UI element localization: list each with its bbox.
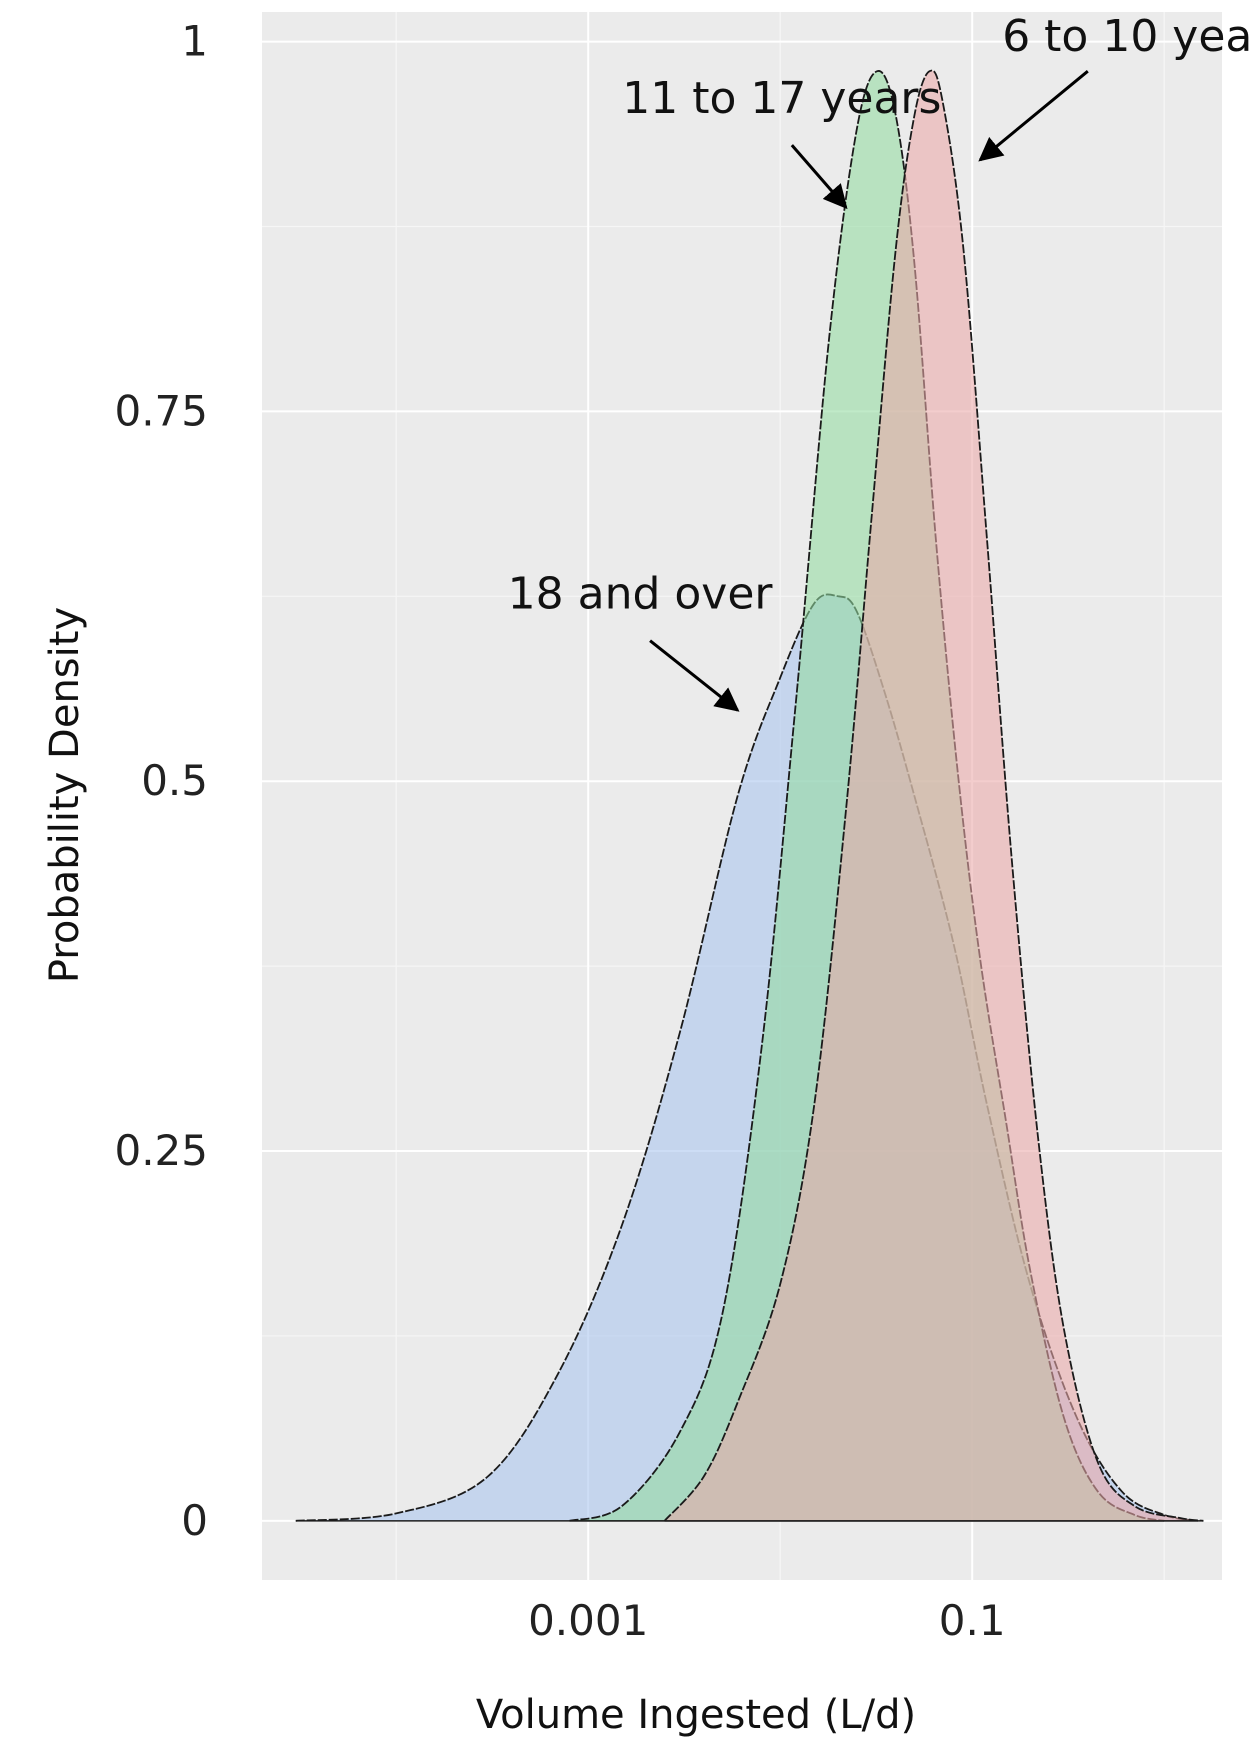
- y-axis-title: Probability Density: [42, 607, 88, 983]
- annotation-arrow-6-to-10-years: [978, 70, 1089, 162]
- density-line-6-to-10-years: [663, 69, 1204, 1522]
- annotation-arrow-18-and-over: [649, 639, 740, 712]
- annotation-arrow-11-to-17-years: [790, 144, 848, 210]
- density-series: [295, 69, 1204, 1522]
- annotation-label-11-to-17-years: 11 to 17 years: [622, 73, 941, 124]
- y-axis-ticks: 0 0.25 0.5 0.75 1: [114, 17, 208, 1545]
- density-area-6-to-10-years: [664, 70, 1204, 1521]
- annotation-label-6-to-10-years: 6 to 10 years: [1002, 11, 1253, 62]
- y-tick-label: 0: [181, 1496, 208, 1545]
- annotation-label-18-and-over: 18 and over: [508, 569, 774, 620]
- x-axis-ticks: 0.001 0.1: [528, 1596, 1006, 1645]
- y-tick-label: 1: [181, 17, 208, 66]
- x-tick-label: 0.001: [528, 1596, 648, 1645]
- y-tick-label: 0.25: [114, 1126, 208, 1175]
- x-tick-label: 0.1: [939, 1596, 1006, 1645]
- x-axis-title: Volume Ingested (L/d): [476, 1692, 916, 1738]
- annotations: 6 to 10 years 11 to 17 years 18 and over: [508, 11, 1253, 712]
- y-tick-label: 0.75: [114, 386, 208, 435]
- y-tick-label: 0.5: [141, 756, 208, 805]
